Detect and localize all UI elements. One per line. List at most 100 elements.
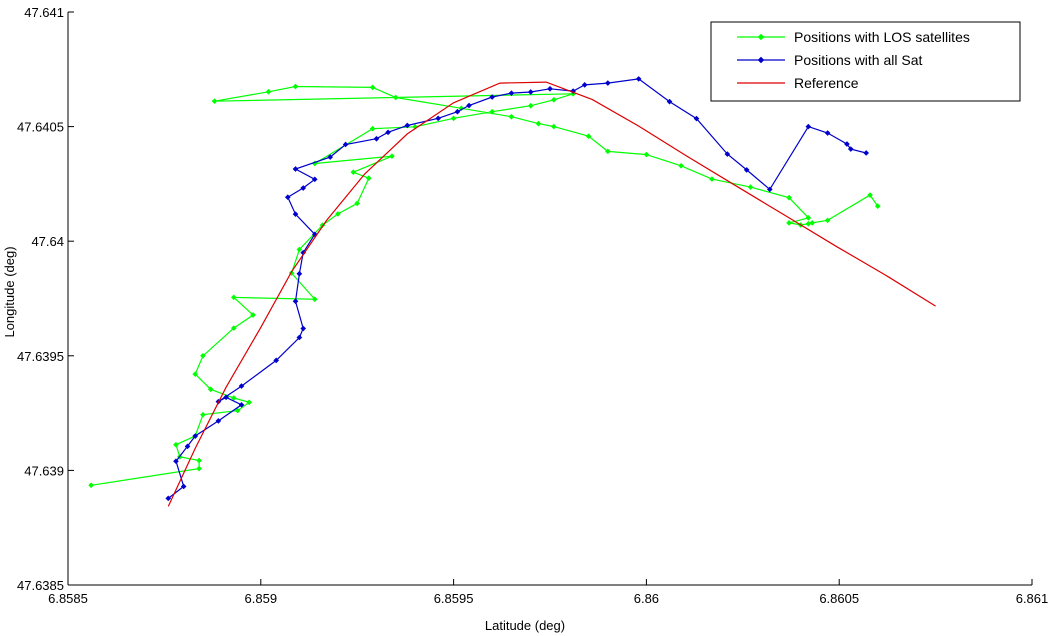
data-point-positions-with-all-sat [693, 115, 700, 122]
data-point-positions-with-all-sat [824, 130, 831, 136]
legend-label-reference: Reference [794, 75, 859, 91]
series-line-reference [167, 81, 936, 507]
y-axis-label: Longitude (deg) [2, 246, 17, 337]
data-point-positions-with-all-sat [863, 150, 870, 156]
data-point-positions-with-los-satellites [246, 399, 253, 406]
data-point-positions-with-all-sat [766, 186, 773, 193]
legend-label-positions-with-los-satellites: Positions with LOS satellites [794, 29, 970, 45]
data-point-positions-with-all-sat [743, 167, 750, 173]
data-point-positions-with-all-sat [165, 495, 172, 502]
x-tick-label: 6.8595 [434, 591, 474, 606]
data-point-positions-with-all-sat [300, 185, 307, 191]
data-point-positions-with-all-sat [666, 98, 673, 105]
x-tick-label: 6.86 [634, 591, 659, 606]
data-point-positions-with-los-satellites [173, 441, 179, 448]
y-tick-label: 47.6385 [17, 578, 64, 593]
data-point-positions-with-all-sat [847, 146, 854, 152]
x-tick-label: 6.8585 [48, 591, 88, 606]
data-point-positions-with-los-satellites [450, 115, 457, 122]
data-point-positions-with-all-sat [173, 458, 179, 465]
data-point-positions-with-all-sat [192, 433, 199, 439]
data-point-positions-with-all-sat [342, 141, 349, 148]
data-point-positions-with-los-satellites [678, 162, 684, 169]
data-point-positions-with-los-satellites [508, 113, 515, 120]
data-point-positions-with-los-satellites [196, 465, 202, 472]
data-point-positions-with-all-sat [508, 90, 515, 96]
data-point-positions-with-los-satellites [786, 194, 792, 201]
data-point-positions-with-all-sat [215, 418, 222, 424]
data-point-positions-with-los-satellites [192, 371, 199, 377]
data-point-positions-with-los-satellites [369, 125, 376, 132]
data-point-positions-with-los-satellites [250, 312, 256, 318]
data-point-positions-with-all-sat [635, 76, 642, 82]
data-point-positions-with-los-satellites [230, 395, 237, 401]
data-point-positions-with-all-sat [404, 122, 411, 129]
legend-label-positions-with-all-sat: Positions with all Sat [794, 52, 923, 68]
data-point-positions-with-all-sat [581, 82, 588, 88]
data-point-positions-with-los-satellites [207, 386, 214, 393]
y-tick-label: 47.6395 [17, 349, 64, 364]
data-point-positions-with-los-satellites [824, 217, 831, 224]
data-point-positions-with-all-sat [300, 325, 307, 332]
data-point-positions-with-all-sat [180, 483, 187, 490]
data-point-positions-with-all-sat [547, 85, 553, 92]
data-point-positions-with-all-sat [292, 211, 299, 217]
data-point-positions-with-all-sat [184, 443, 191, 450]
data-point-positions-with-all-sat [284, 194, 291, 201]
legend-marker-positions-with-all-sat [757, 56, 765, 64]
data-point-positions-with-los-satellites [296, 246, 303, 253]
data-point-positions-with-los-satellites [874, 203, 881, 209]
data-point-positions-with-all-sat [311, 176, 318, 183]
data-point-positions-with-los-satellites [211, 98, 218, 104]
data-point-positions-with-los-satellites [805, 214, 812, 221]
data-point-positions-with-all-sat [292, 166, 299, 172]
data-point-positions-with-all-sat [805, 123, 812, 130]
data-point-positions-with-all-sat [327, 154, 334, 160]
plot-area [68, 12, 1032, 585]
data-point-positions-with-los-satellites [535, 120, 542, 127]
axes-layer: 6.8585 6.859 6.8595 6.86 6.8605 6.861 47.6385 4… [17, 5, 1048, 606]
data-point-positions-with-all-sat [844, 141, 850, 147]
data-point-positions-with-all-sat [385, 129, 391, 136]
data-point-positions-with-all-sat [454, 108, 461, 115]
series-layer [88, 76, 936, 507]
data-point-positions-with-all-sat [527, 89, 534, 95]
data-point-positions-with-los-satellites [365, 175, 372, 181]
y-tick-label: 47.64 [31, 234, 64, 249]
data-point-positions-with-los-satellites [867, 192, 873, 198]
data-point-positions-with-los-satellites [369, 84, 376, 91]
data-point-positions-with-los-satellites [200, 352, 206, 359]
data-point-positions-with-all-sat [435, 115, 442, 122]
data-point-positions-with-los-satellites [230, 294, 237, 301]
data-point-positions-with-los-satellites [196, 457, 202, 464]
data-point-positions-with-los-satellites [350, 169, 357, 176]
data-point-positions-with-los-satellites [389, 153, 395, 159]
data-point-positions-with-los-satellites [200, 411, 206, 418]
data-point-positions-with-los-satellites [88, 482, 94, 489]
data-point-positions-with-los-satellites [605, 148, 611, 155]
legend: Positions with LOS satellites Positions w… [710, 21, 1021, 102]
data-point-positions-with-all-sat [296, 334, 303, 341]
x-tick-label: 6.8605 [819, 591, 859, 606]
data-point-positions-with-los-satellites [265, 88, 272, 95]
plot-background [68, 12, 1032, 585]
data-point-positions-with-los-satellites [809, 220, 816, 226]
data-point-positions-with-los-satellites [551, 123, 557, 130]
data-point-positions-with-los-satellites [489, 108, 495, 115]
x-tick-label: 6.861 [1016, 591, 1049, 606]
y-tick-label: 47.6405 [17, 120, 64, 135]
data-point-positions-with-all-sat [238, 383, 245, 389]
data-point-positions-with-los-satellites [292, 83, 299, 90]
data-point-positions-with-los-satellites [354, 200, 361, 207]
data-point-positions-with-los-satellites [747, 184, 754, 190]
data-point-positions-with-all-sat [466, 102, 472, 109]
data-point-positions-with-all-sat [238, 402, 245, 408]
data-point-positions-with-all-sat [489, 94, 495, 100]
data-point-positions-with-all-sat [292, 298, 299, 305]
data-point-positions-with-los-satellites [234, 407, 241, 414]
data-point-positions-with-los-satellites [311, 296, 318, 303]
x-axis-label: Latitude (deg) [485, 618, 565, 633]
data-point-positions-with-los-satellites [527, 102, 534, 109]
data-point-positions-with-los-satellites [709, 176, 715, 182]
